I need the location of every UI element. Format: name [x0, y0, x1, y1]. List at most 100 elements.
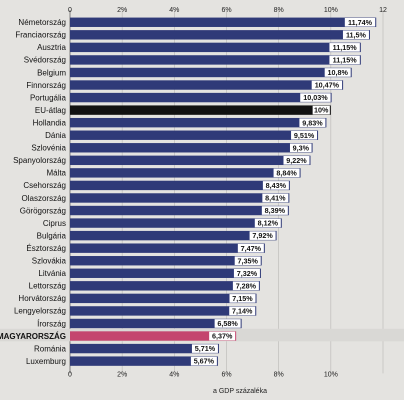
x-tick-label-top: 2%: [117, 7, 127, 14]
value-label-box: [344, 17, 376, 27]
x-tick-label-bottom: 2%: [117, 371, 127, 378]
bar: [70, 168, 301, 178]
bar: [70, 143, 313, 153]
category-label: Belgium: [37, 68, 66, 77]
bar: [70, 356, 218, 366]
value-label: 6,37%: [212, 332, 233, 341]
category-label: Lettország: [29, 282, 66, 291]
bar: [70, 117, 327, 128]
value-label-box: [299, 118, 326, 127]
bar: [70, 42, 361, 53]
bar: [70, 293, 257, 304]
bar: [70, 55, 361, 65]
bar: [70, 155, 311, 166]
category-label: Svédország: [24, 56, 66, 65]
category-label: Horvátország: [18, 294, 66, 303]
value-label: 8,39%: [265, 206, 286, 215]
x-tick-label-bottom: 4%: [169, 371, 179, 378]
value-label: 9,83%: [302, 118, 323, 127]
value-label-box: [262, 181, 289, 190]
bar: [70, 92, 332, 103]
value-label: 5,67%: [194, 357, 215, 366]
bar: [70, 281, 260, 291]
bar: [70, 331, 237, 341]
bar: [70, 180, 290, 191]
value-label-box: [232, 281, 259, 291]
value-label-box: [261, 206, 288, 215]
value-label-box: [237, 243, 264, 253]
value-label-box: [262, 193, 289, 203]
value-label: 7,92%: [252, 231, 273, 240]
value-label: 10,8%: [328, 68, 349, 77]
bar: [70, 67, 352, 78]
category-label: Spanyolország: [13, 156, 66, 165]
bar: [70, 105, 331, 115]
value-label-box: [214, 319, 241, 328]
category-label: Szlovákia: [32, 257, 67, 266]
category-label: Hollandia: [33, 118, 67, 127]
value-label: 7,28%: [236, 281, 257, 290]
axis-layer: 0 0 2% 2% 4% 4% 6% 6% 8% 8% 10% 10% 12: [68, 7, 387, 378]
value-label: 8,41%: [265, 194, 286, 203]
category-label: MAGYARORSZÁG: [0, 332, 66, 341]
bar: [70, 256, 262, 266]
value-label: 10%: [314, 106, 329, 115]
category-label: Franciaország: [15, 31, 66, 40]
bar: [70, 318, 242, 329]
category-label: Olaszország: [22, 194, 66, 203]
category-label: Litvánia: [38, 269, 66, 278]
value-label: 7,35%: [238, 256, 259, 265]
x-tick-label-top: 10%: [324, 7, 338, 14]
value-label: 8,43%: [266, 181, 287, 190]
value-label-box: [191, 344, 218, 353]
x-tick-label-top: 12: [379, 7, 387, 14]
value-label: 11,15%: [333, 43, 358, 52]
x-tick-label-top: 4%: [169, 7, 179, 14]
value-label: 5,71%: [195, 344, 216, 353]
value-label: 8,12%: [258, 219, 279, 228]
category-label: Szlovénia: [31, 144, 66, 153]
value-label-box: [234, 256, 261, 266]
value-label-box: [209, 331, 236, 341]
value-label: 11,5%: [346, 30, 367, 39]
value-label-box: [300, 93, 331, 102]
value-label: 9,51%: [294, 131, 315, 140]
bars-layer: [70, 17, 377, 366]
bar: [70, 343, 219, 354]
value-label-box: [324, 68, 351, 77]
x-tick-label-bottom: 6%: [221, 371, 231, 378]
category-label: Bulgária: [37, 231, 67, 240]
value-label-box: [229, 306, 256, 316]
category-label: Portugália: [30, 93, 67, 102]
value-label: 7,47%: [241, 244, 262, 253]
bar: [70, 218, 282, 228]
category-label: Csehország: [23, 181, 66, 190]
value-label: 7,15%: [232, 294, 253, 303]
bar: [70, 30, 370, 40]
value-label: 9,3%: [293, 143, 310, 152]
value-label-box: [229, 294, 256, 303]
value-label-box: [329, 43, 360, 52]
value-label-box: [291, 130, 318, 140]
category-label: Málta: [46, 169, 66, 178]
value-label: 6,58%: [217, 319, 238, 328]
x-tick-label-top: 6%: [221, 7, 231, 14]
value-label-box: [329, 55, 360, 65]
x-tick-label-bottom: 0: [68, 371, 72, 378]
bar: [70, 230, 277, 241]
value-label-box: [283, 156, 310, 165]
bar: [70, 205, 289, 216]
value-label: 9,22%: [286, 156, 307, 165]
category-label: Írország: [37, 319, 66, 328]
category-label: Románia: [34, 344, 67, 353]
value-label-box: [289, 143, 312, 153]
x-tick-label-bottom: 10%: [324, 371, 338, 378]
x-tick-label-top: 8%: [274, 7, 284, 14]
value-label-box: [342, 30, 369, 40]
value-label: 10,03%: [303, 93, 328, 102]
value-label: 7,14%: [232, 307, 253, 316]
bar: [70, 80, 344, 90]
value-label: 10,47%: [315, 81, 340, 90]
category-label: Finnország: [26, 81, 66, 90]
